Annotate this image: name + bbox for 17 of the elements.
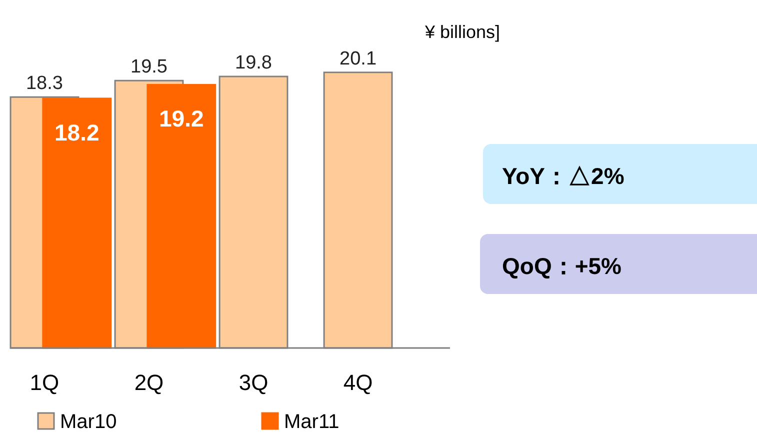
text: ¥ billions]: [424, 22, 500, 42]
data-label: 19.5: [130, 56, 168, 78]
data-label: 19.2: [159, 106, 204, 132]
text: YoY：△2%: [502, 163, 624, 189]
bar: [146, 84, 216, 349]
text: QoQ：+5%: [502, 253, 622, 279]
bar: [42, 98, 112, 349]
x-tick-label: 2Q: [134, 370, 164, 395]
legend-label: Mar11: [284, 411, 340, 433]
x-tick-label: 1Q: [30, 370, 60, 395]
data-label: 18.3: [26, 73, 63, 94]
data-label: 18.2: [54, 119, 100, 146]
x-tick-label: 4Q: [343, 370, 373, 395]
data-label: 19.8: [235, 52, 272, 74]
legend-label: Mar10: [60, 411, 117, 433]
x-tick-label: 3Q: [238, 370, 268, 395]
data-label: 20.1: [340, 48, 377, 70]
